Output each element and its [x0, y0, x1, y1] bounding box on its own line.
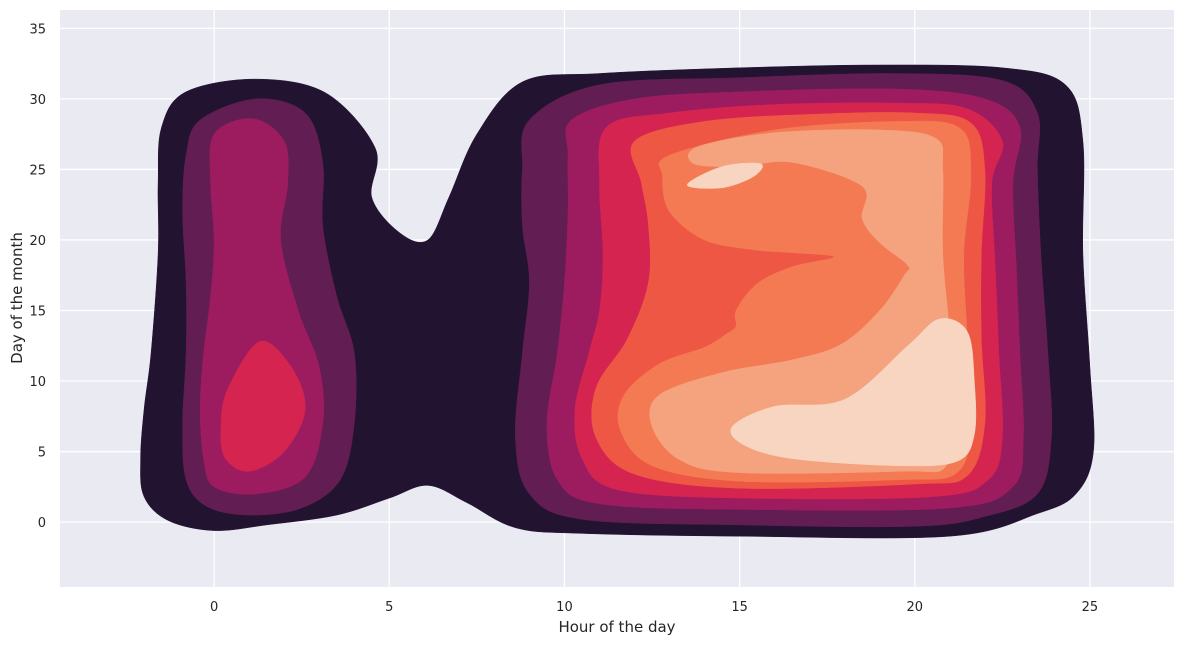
- x-axis-label: Hour of the day: [558, 618, 675, 636]
- density-contours: [140, 64, 1095, 539]
- y-tick-label: 10: [29, 375, 46, 390]
- density-contour-level-8: [730, 318, 977, 467]
- x-tick-label: 5: [385, 600, 393, 615]
- x-tick-label: 0: [210, 600, 218, 615]
- density-contour-level-8: [686, 162, 763, 189]
- y-tick-label: 5: [38, 446, 46, 461]
- y-tick-label: 35: [29, 22, 46, 37]
- x-tick-label: 20: [906, 600, 923, 615]
- y-axis-label: Day of the month: [8, 232, 26, 364]
- y-tick-label: 15: [29, 304, 46, 319]
- y-axis-ticks: 0 5 10 15 20 25 30 35: [29, 22, 46, 531]
- y-tick-label: 0: [38, 516, 46, 531]
- y-tick-label: 30: [29, 93, 46, 108]
- density-contour-level-4: [220, 340, 306, 472]
- x-tick-label: 15: [731, 600, 748, 615]
- y-tick-label: 20: [29, 234, 46, 249]
- x-tick-label: 25: [1082, 600, 1099, 615]
- y-tick-label: 25: [29, 163, 46, 178]
- x-axis-ticks: 0 5 10 15 20 25: [210, 600, 1098, 615]
- x-tick-label: 10: [556, 600, 573, 615]
